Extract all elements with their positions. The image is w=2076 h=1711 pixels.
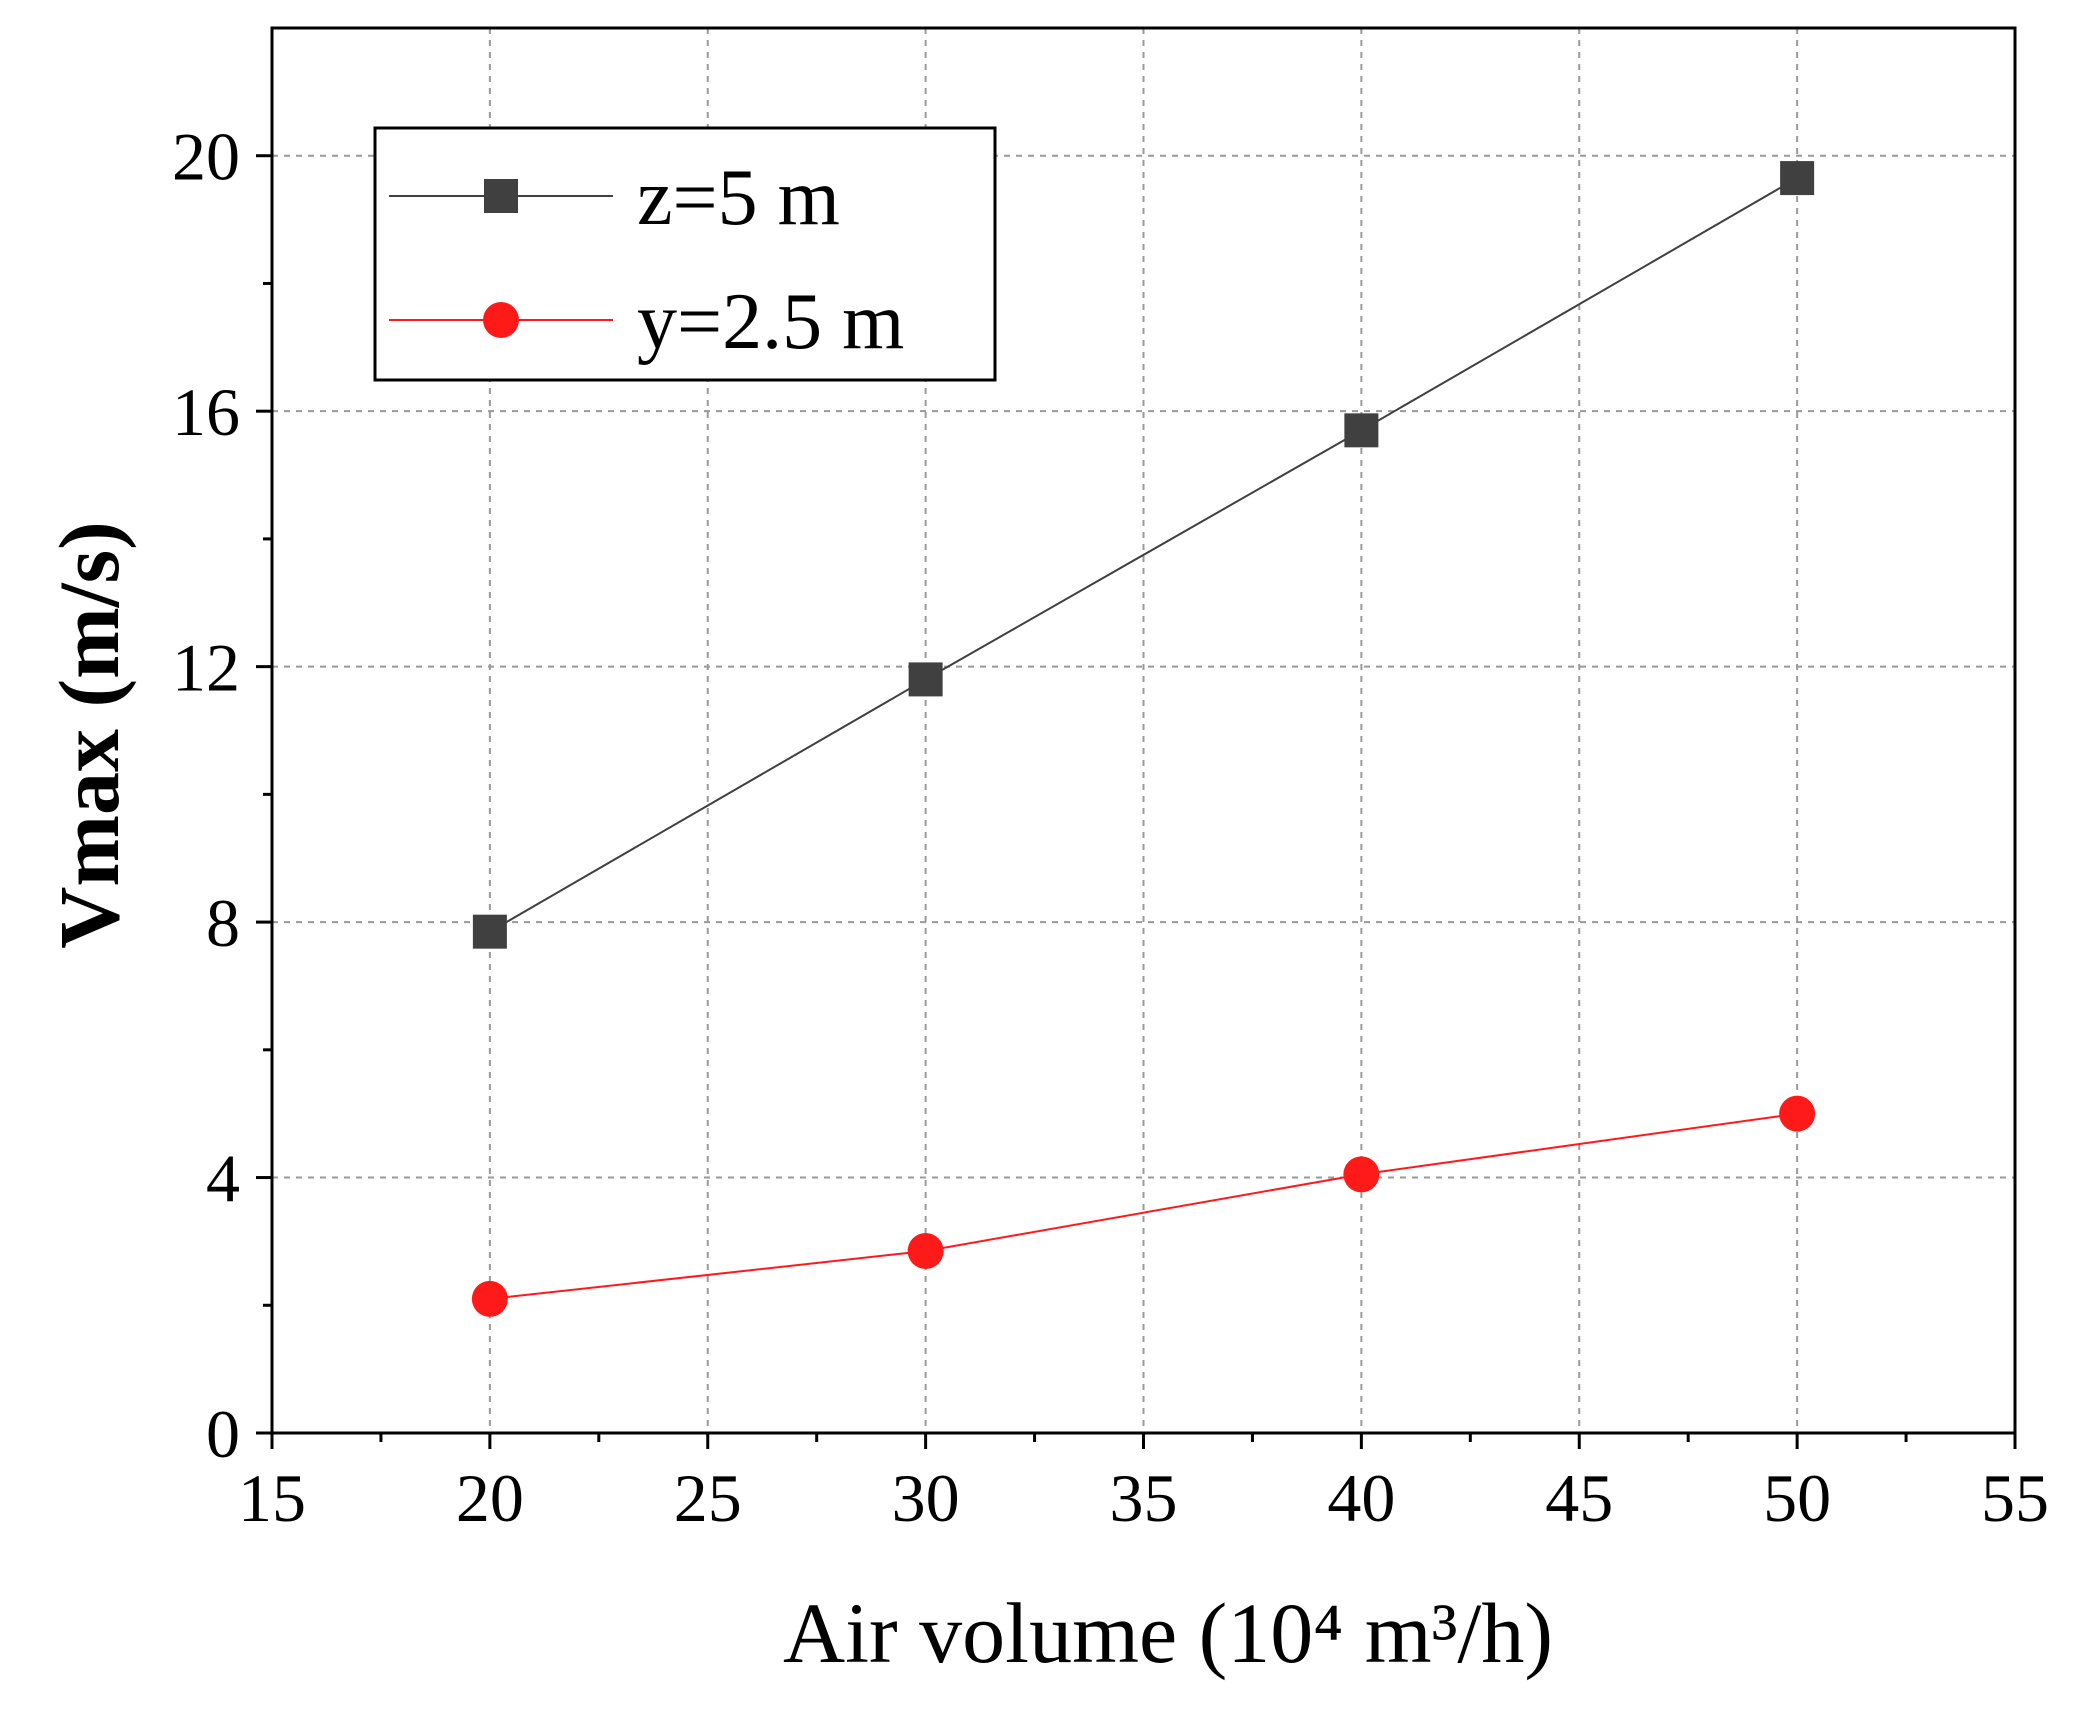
- legend-item-1: z=5 m: [389, 154, 840, 242]
- data-point-circle: [907, 1232, 944, 1269]
- x-axis-title: Air volume (10⁴ m³/h): [783, 1585, 1553, 1681]
- y-tick-label: 20: [172, 119, 240, 195]
- legend-label: z=5 m: [637, 154, 840, 242]
- series-layer: [471, 161, 1816, 1317]
- y-tick-label: 8: [206, 885, 240, 961]
- y-tick-label: 4: [206, 1141, 240, 1217]
- data-point-square: [472, 914, 507, 949]
- legend-marker-square: [484, 179, 518, 213]
- legend-label: y=2.5 m: [637, 278, 904, 366]
- legend-box: [373, 126, 997, 382]
- data-point-circle: [1779, 1095, 1816, 1132]
- data-point-circle: [471, 1280, 508, 1317]
- data-point-square: [1344, 413, 1379, 448]
- y-tick-label: 0: [206, 1396, 240, 1472]
- x-tick-label: 55: [1981, 1460, 2049, 1536]
- x-tick-label: 40: [1327, 1460, 1395, 1536]
- data-point-circle: [1343, 1156, 1380, 1193]
- series-line: [489, 177, 1798, 933]
- series-1: [472, 161, 1815, 949]
- y-tick-label: 12: [172, 630, 240, 706]
- legend: z=5 m y=2.5 m: [373, 126, 997, 382]
- data-point-square: [1780, 161, 1815, 196]
- legend-item-2: y=2.5 m: [389, 278, 904, 366]
- x-tick-label: 45: [1545, 1460, 1613, 1536]
- x-tick-label: 35: [1110, 1460, 1178, 1536]
- series-2: [471, 1095, 1816, 1317]
- legend-marker-circle: [483, 302, 519, 338]
- x-tick-label: 20: [456, 1460, 524, 1536]
- data-point-square: [908, 662, 943, 697]
- y-axis-title: Vmax (m/s): [41, 521, 137, 949]
- series-line: [489, 1112, 1798, 1300]
- x-tick-label: 25: [674, 1460, 742, 1536]
- y-tick-label: 16: [172, 374, 240, 450]
- grid: [272, 28, 2015, 1433]
- axes: 15 20 25 30 35 40 45 50 55 0 4 8 12 16 20: [172, 26, 2049, 1536]
- x-tick-label: 30: [892, 1460, 960, 1536]
- x-tick-label: 15: [238, 1460, 306, 1536]
- x-tick-label: 50: [1763, 1460, 1831, 1536]
